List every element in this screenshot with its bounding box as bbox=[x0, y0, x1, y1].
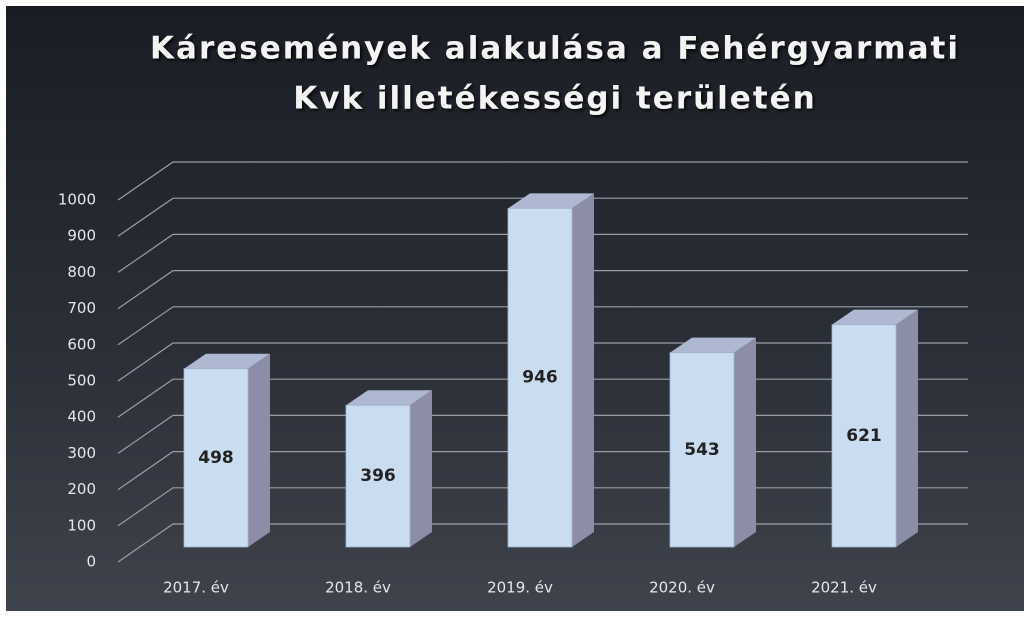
chart-title: Kvk illetékességi területén bbox=[293, 81, 817, 117]
y-tick-label: 0 bbox=[86, 553, 96, 571]
bar-top bbox=[832, 309, 918, 325]
y-tick-label: 500 bbox=[67, 372, 96, 390]
grid-line bbox=[117, 270, 968, 310]
chart-title: Káresemények alakulása a Fehérgyarmati bbox=[150, 31, 960, 67]
bar bbox=[183, 368, 249, 548]
data-label: 543 bbox=[684, 440, 720, 460]
x-tick-label: 2017. év bbox=[163, 579, 229, 597]
y-tick-label: 300 bbox=[67, 444, 96, 462]
x-tick-label: 2018. év bbox=[325, 579, 391, 597]
data-label: 621 bbox=[846, 426, 882, 446]
bar-side bbox=[572, 193, 594, 547]
data-label: 946 bbox=[522, 368, 558, 388]
x-tick-label: 2019. év bbox=[487, 579, 553, 597]
bar bbox=[831, 324, 897, 548]
grid-line bbox=[117, 161, 968, 201]
y-tick-label: 1000 bbox=[58, 191, 96, 209]
bar-top bbox=[670, 337, 756, 353]
x-tick-label: 2021. év bbox=[811, 579, 877, 597]
bar bbox=[507, 207, 573, 548]
bar-side bbox=[248, 353, 270, 547]
x-tick-label: 2020. év bbox=[649, 579, 715, 597]
data-label: 498 bbox=[198, 448, 234, 468]
y-tick-label: 800 bbox=[67, 263, 96, 281]
y-tick-label: 600 bbox=[67, 335, 96, 353]
bar-side bbox=[410, 390, 432, 547]
bar-top bbox=[346, 390, 432, 406]
bar-side bbox=[896, 309, 918, 547]
y-tick-label: 700 bbox=[67, 299, 96, 317]
grid-line bbox=[117, 197, 968, 237]
bar-top bbox=[508, 193, 594, 209]
bar bbox=[345, 404, 411, 548]
y-tick-label: 900 bbox=[67, 227, 96, 245]
y-tick-label: 400 bbox=[67, 408, 96, 426]
y-tick-label: 200 bbox=[67, 480, 96, 498]
bar-side bbox=[734, 337, 756, 547]
bar-top bbox=[184, 353, 270, 369]
bar bbox=[669, 352, 735, 548]
grid-line bbox=[117, 306, 968, 346]
data-label: 396 bbox=[360, 466, 396, 486]
y-tick-label: 100 bbox=[67, 516, 96, 534]
grid-line bbox=[117, 233, 968, 273]
